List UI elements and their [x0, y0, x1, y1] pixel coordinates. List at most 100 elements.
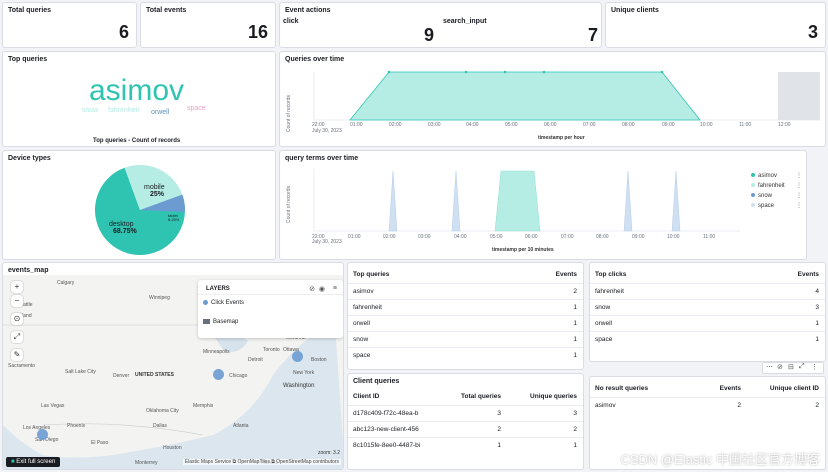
qot-tick: 12:00	[778, 122, 791, 128]
map-canvas[interactable]: Calgary Winnipeg Seattle Portland Toront…	[3, 275, 343, 469]
top-queries-cloud-title: Top queries	[8, 56, 48, 63]
col-unique-client-id[interactable]: Unique client ID	[769, 385, 819, 392]
more-icon[interactable]: ⋯	[766, 364, 773, 371]
place-dallas: Dallas	[153, 423, 167, 429]
word-space[interactable]: space	[187, 105, 206, 112]
inspect-icon[interactable]: ⊘	[777, 364, 783, 371]
cell: 1	[815, 320, 819, 327]
table-row[interactable]: fahrenheit 1	[348, 299, 583, 315]
table-row[interactable]: 8c1015fe-8ee0-4487-bi 1 1	[348, 437, 583, 453]
legend-snow: snow	[758, 193, 773, 199]
map-border	[42, 423, 204, 436]
place-newyork: New York	[293, 370, 315, 376]
map-point[interactable]	[37, 429, 48, 440]
device-types-pie[interactable]: mobile 25% desktop 68.75% tablet 6.25%	[3, 151, 276, 260]
legend-space: space	[758, 203, 775, 209]
qot-tick: 08:00	[622, 122, 635, 128]
zoom-out-button[interactable]: −	[11, 295, 23, 307]
qt-tick: 22:00	[312, 234, 325, 240]
cloud-caption: Top queries - Count of records	[93, 138, 181, 144]
word-asimov[interactable]: asimov	[89, 74, 185, 107]
total-events-label: Total events	[146, 7, 187, 14]
table-row[interactable]: space 1	[348, 347, 583, 363]
layer-basemap[interactable]: Basemap	[203, 319, 238, 325]
map-attribution[interactable]: Elastic Maps Service ⧉ OpenMapTiles ⧉ Op…	[182, 459, 341, 465]
compass-icon[interactable]: ⊙	[11, 313, 23, 325]
layers-title: LAYERS	[206, 286, 230, 292]
maximize-icon[interactable]: ⤢	[799, 363, 805, 370]
no-result-queries-panel: No result queries Events Unique client I…	[589, 376, 826, 470]
map-zoom-level: zoom: 3.2	[318, 450, 340, 456]
table-row[interactable]: d178c409-f72c-48ea-b 3 3	[348, 405, 583, 421]
draw-tool-icon[interactable]: ✎	[11, 349, 23, 361]
layer-click-events-label: Click Events	[211, 300, 245, 307]
table-header: Client ID Total queries Unique queries	[348, 389, 583, 405]
cell: 1	[573, 352, 577, 359]
qt-tick: 10:00	[667, 234, 680, 240]
table-header: Top queries Events	[348, 267, 583, 283]
col-events[interactable]: Events	[555, 271, 577, 278]
search-input-label: search_input	[443, 18, 487, 25]
map-point[interactable]	[213, 369, 224, 380]
layer-click-events[interactable]: Click Events	[203, 300, 244, 306]
qot-tick: 03:00	[428, 122, 441, 128]
cell: 1	[573, 336, 577, 343]
table-row[interactable]: snow 1	[348, 331, 583, 347]
col-top-clicks[interactable]: Top clicks	[595, 271, 627, 278]
table-row[interactable]: abc123-new-client-456 2 2	[348, 421, 583, 437]
queries-over-time-chart[interactable]: Count of records 22:00 01:00 02:00 03:00…	[280, 52, 826, 147]
table-row[interactable]: fahrenheit 4	[590, 283, 825, 299]
col-events[interactable]: Events	[797, 271, 819, 278]
table-row[interactable]: asimov 2	[348, 283, 583, 299]
fit-bounds-icon[interactable]: ⤢	[11, 331, 23, 343]
col-top-queries[interactable]: Top queries	[353, 271, 390, 278]
cell: 3	[573, 410, 577, 417]
table-row[interactable]: orwell 1	[590, 315, 825, 331]
cell: asimov	[353, 288, 374, 295]
unique-clients-panel: Unique clients 3	[605, 2, 826, 48]
col-total-queries[interactable]: Total queries	[461, 393, 501, 400]
layers-collapse-icon[interactable]: ≡	[332, 285, 337, 292]
qt-tick: 04:00	[454, 234, 467, 240]
place-ottawa: Ottawa	[283, 347, 299, 353]
qt-tick: 05:00	[490, 234, 503, 240]
qot-tick: 09:00	[662, 122, 675, 128]
place-sacramento: Sacramento	[8, 363, 35, 369]
cell: 1	[497, 442, 501, 449]
col-client-id[interactable]: Client ID	[353, 393, 380, 400]
qt-spike	[451, 170, 461, 232]
exit-fullscreen-button[interactable]: ■ Exit full screen	[6, 457, 61, 467]
cell: 2	[497, 426, 501, 433]
unique-clients-label: Unique clients	[611, 7, 659, 14]
options-icon[interactable]: ⊟	[788, 364, 794, 371]
layer-basemap-label: Basemap	[213, 319, 239, 326]
qt-tick: 09:00	[632, 234, 645, 240]
click-value: 9	[424, 25, 435, 45]
menu-icon[interactable]: ⋮	[811, 364, 818, 371]
col-events[interactable]: Events	[719, 385, 741, 392]
client-queries-panel: Client queries Client ID Total queries U…	[347, 373, 584, 470]
device-types-panel: Device types mobile 25% desktop 68.75% t…	[2, 150, 276, 260]
layers-visibility-icon[interactable]: ⊘	[309, 286, 315, 293]
table-row[interactable]: snow 3	[590, 299, 825, 315]
table-row[interactable]: orwell 1	[348, 315, 583, 331]
table-row[interactable]: space 1	[590, 331, 825, 347]
col-unique-queries[interactable]: Unique queries	[530, 393, 577, 400]
cell: 1	[815, 336, 819, 343]
fullscreen-icon: ■	[11, 459, 15, 465]
col-no-result-queries[interactable]: No result queries	[595, 385, 649, 392]
qot-tick: 02:00	[389, 122, 402, 128]
word-fahrenheit[interactable]: fahrenheit	[108, 107, 140, 114]
zoom-in-button[interactable]: +	[11, 281, 23, 293]
qt-spike	[623, 170, 633, 232]
word-snow[interactable]: snow	[82, 107, 99, 114]
cell: 1	[573, 442, 577, 449]
map-point[interactable]	[292, 351, 303, 362]
query-terms-chart[interactable]: Count of records 22:00 01:00 02:00 03:00…	[280, 151, 807, 260]
pie-pct-tablet: 6.25%	[168, 217, 180, 222]
layers-eye-icon[interactable]: ◉	[318, 286, 325, 293]
word-orwell[interactable]: orwell	[151, 109, 170, 116]
legend-menu-icon: ⋮	[796, 193, 802, 199]
table-row[interactable]: asimov 2 2	[590, 397, 825, 413]
place-minneapolis: Minneapolis	[203, 349, 230, 355]
